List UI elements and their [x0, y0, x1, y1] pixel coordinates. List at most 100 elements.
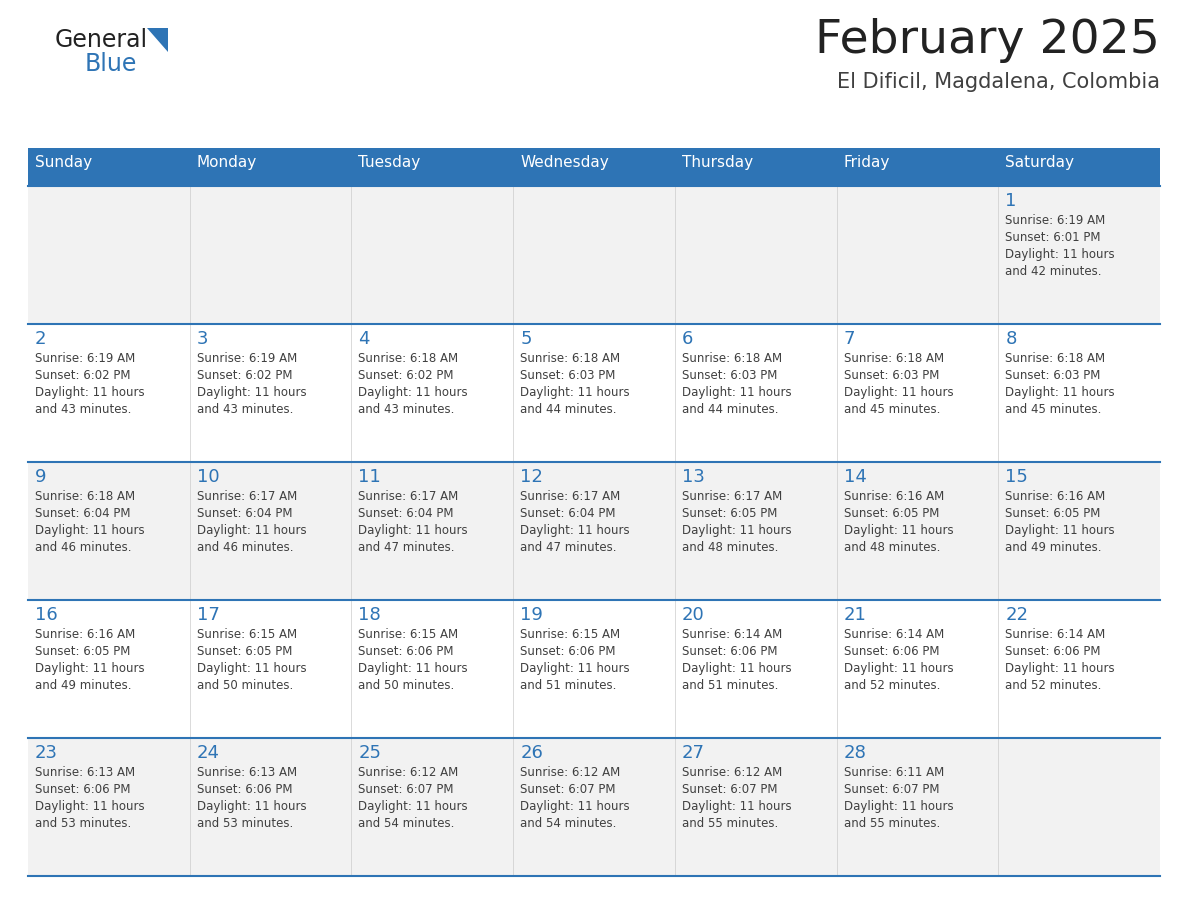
Text: Monday: Monday	[197, 155, 257, 170]
Text: Daylight: 11 hours: Daylight: 11 hours	[843, 386, 953, 399]
Text: General: General	[55, 28, 148, 52]
Text: Sunrise: 6:19 AM: Sunrise: 6:19 AM	[34, 352, 135, 365]
Text: Sunrise: 6:19 AM: Sunrise: 6:19 AM	[1005, 214, 1106, 227]
Text: 27: 27	[682, 744, 704, 762]
Text: and 48 minutes.: and 48 minutes.	[682, 541, 778, 554]
Text: Daylight: 11 hours: Daylight: 11 hours	[843, 800, 953, 813]
Bar	[29, 738, 1159, 876]
Text: Sunset: 6:06 PM: Sunset: 6:06 PM	[682, 645, 777, 658]
Text: Daylight: 11 hours: Daylight: 11 hours	[1005, 248, 1114, 261]
Text: Sunrise: 6:18 AM: Sunrise: 6:18 AM	[843, 352, 943, 365]
Text: and 49 minutes.: and 49 minutes.	[1005, 541, 1101, 554]
Text: 18: 18	[359, 606, 381, 624]
Text: 14: 14	[843, 468, 866, 486]
Text: 22: 22	[1005, 606, 1029, 624]
Text: and 44 minutes.: and 44 minutes.	[520, 403, 617, 416]
Text: Sunrise: 6:14 AM: Sunrise: 6:14 AM	[843, 628, 943, 641]
Text: Daylight: 11 hours: Daylight: 11 hours	[197, 662, 307, 675]
Text: and 46 minutes.: and 46 minutes.	[34, 541, 132, 554]
Polygon shape	[147, 28, 168, 52]
Bar	[29, 324, 1159, 462]
Text: and 49 minutes.: and 49 minutes.	[34, 679, 132, 692]
Text: Sunrise: 6:12 AM: Sunrise: 6:12 AM	[359, 766, 459, 779]
Text: Sunrise: 6:14 AM: Sunrise: 6:14 AM	[682, 628, 782, 641]
Text: Saturday: Saturday	[1005, 155, 1074, 170]
Text: Sunset: 6:01 PM: Sunset: 6:01 PM	[1005, 231, 1101, 244]
Text: 11: 11	[359, 468, 381, 486]
Text: Daylight: 11 hours: Daylight: 11 hours	[682, 662, 791, 675]
Text: Sunset: 6:05 PM: Sunset: 6:05 PM	[843, 507, 939, 520]
Text: Sunset: 6:03 PM: Sunset: 6:03 PM	[843, 369, 939, 382]
Text: Daylight: 11 hours: Daylight: 11 hours	[359, 386, 468, 399]
Text: Sunrise: 6:16 AM: Sunrise: 6:16 AM	[34, 628, 135, 641]
Text: Sunset: 6:02 PM: Sunset: 6:02 PM	[359, 369, 454, 382]
Text: Sunset: 6:03 PM: Sunset: 6:03 PM	[1005, 369, 1100, 382]
Text: 4: 4	[359, 330, 369, 348]
Text: Sunrise: 6:15 AM: Sunrise: 6:15 AM	[520, 628, 620, 641]
Text: Sunrise: 6:19 AM: Sunrise: 6:19 AM	[197, 352, 297, 365]
Text: Sunset: 6:07 PM: Sunset: 6:07 PM	[843, 783, 939, 796]
Text: Daylight: 11 hours: Daylight: 11 hours	[1005, 662, 1114, 675]
Text: Sunrise: 6:17 AM: Sunrise: 6:17 AM	[520, 490, 620, 503]
Text: Tuesday: Tuesday	[359, 155, 421, 170]
Text: Sunrise: 6:16 AM: Sunrise: 6:16 AM	[843, 490, 943, 503]
Text: Sunrise: 6:15 AM: Sunrise: 6:15 AM	[359, 628, 459, 641]
Text: Sunrise: 6:18 AM: Sunrise: 6:18 AM	[682, 352, 782, 365]
Text: Sunset: 6:03 PM: Sunset: 6:03 PM	[682, 369, 777, 382]
Text: Daylight: 11 hours: Daylight: 11 hours	[1005, 386, 1114, 399]
Text: and 47 minutes.: and 47 minutes.	[359, 541, 455, 554]
Text: and 51 minutes.: and 51 minutes.	[682, 679, 778, 692]
Text: 2: 2	[34, 330, 46, 348]
Text: Daylight: 11 hours: Daylight: 11 hours	[682, 524, 791, 537]
Text: 23: 23	[34, 744, 58, 762]
Text: Sunset: 6:06 PM: Sunset: 6:06 PM	[1005, 645, 1101, 658]
Text: Daylight: 11 hours: Daylight: 11 hours	[843, 662, 953, 675]
Text: and 43 minutes.: and 43 minutes.	[359, 403, 455, 416]
Text: Sunrise: 6:13 AM: Sunrise: 6:13 AM	[197, 766, 297, 779]
Text: and 42 minutes.: and 42 minutes.	[1005, 265, 1101, 278]
Text: Daylight: 11 hours: Daylight: 11 hours	[843, 524, 953, 537]
Text: 12: 12	[520, 468, 543, 486]
Text: Sunset: 6:07 PM: Sunset: 6:07 PM	[682, 783, 777, 796]
Text: Wednesday: Wednesday	[520, 155, 609, 170]
Text: Thursday: Thursday	[682, 155, 753, 170]
Text: Daylight: 11 hours: Daylight: 11 hours	[197, 524, 307, 537]
Text: Sunrise: 6:15 AM: Sunrise: 6:15 AM	[197, 628, 297, 641]
Text: Sunset: 6:03 PM: Sunset: 6:03 PM	[520, 369, 615, 382]
Text: and 45 minutes.: and 45 minutes.	[1005, 403, 1101, 416]
Text: and 53 minutes.: and 53 minutes.	[34, 817, 131, 830]
Text: Sunrise: 6:18 AM: Sunrise: 6:18 AM	[359, 352, 459, 365]
Text: 25: 25	[359, 744, 381, 762]
Text: Sunrise: 6:17 AM: Sunrise: 6:17 AM	[197, 490, 297, 503]
Text: 26: 26	[520, 744, 543, 762]
Text: 6: 6	[682, 330, 694, 348]
Text: and 52 minutes.: and 52 minutes.	[1005, 679, 1101, 692]
Text: El Dificil, Magdalena, Colombia: El Dificil, Magdalena, Colombia	[838, 72, 1159, 92]
Text: Sunset: 6:04 PM: Sunset: 6:04 PM	[520, 507, 615, 520]
Text: and 50 minutes.: and 50 minutes.	[197, 679, 293, 692]
Text: 8: 8	[1005, 330, 1017, 348]
Text: and 52 minutes.: and 52 minutes.	[843, 679, 940, 692]
Bar	[29, 148, 1159, 186]
Text: and 55 minutes.: and 55 minutes.	[843, 817, 940, 830]
Text: Sunset: 6:02 PM: Sunset: 6:02 PM	[34, 369, 131, 382]
Text: Blue: Blue	[86, 52, 138, 76]
Text: Daylight: 11 hours: Daylight: 11 hours	[682, 800, 791, 813]
Text: Friday: Friday	[843, 155, 890, 170]
Text: 9: 9	[34, 468, 46, 486]
Text: and 48 minutes.: and 48 minutes.	[843, 541, 940, 554]
Text: Daylight: 11 hours: Daylight: 11 hours	[197, 800, 307, 813]
Bar	[29, 462, 1159, 600]
Text: and 44 minutes.: and 44 minutes.	[682, 403, 778, 416]
Text: 24: 24	[197, 744, 220, 762]
Text: 19: 19	[520, 606, 543, 624]
Text: and 53 minutes.: and 53 minutes.	[197, 817, 293, 830]
Text: 13: 13	[682, 468, 704, 486]
Text: Sunset: 6:05 PM: Sunset: 6:05 PM	[1005, 507, 1100, 520]
Text: and 54 minutes.: and 54 minutes.	[359, 817, 455, 830]
Text: and 45 minutes.: and 45 minutes.	[843, 403, 940, 416]
Text: 5: 5	[520, 330, 532, 348]
Text: Sunrise: 6:18 AM: Sunrise: 6:18 AM	[34, 490, 135, 503]
Text: Sunset: 6:06 PM: Sunset: 6:06 PM	[197, 783, 292, 796]
Text: Sunset: 6:06 PM: Sunset: 6:06 PM	[34, 783, 131, 796]
